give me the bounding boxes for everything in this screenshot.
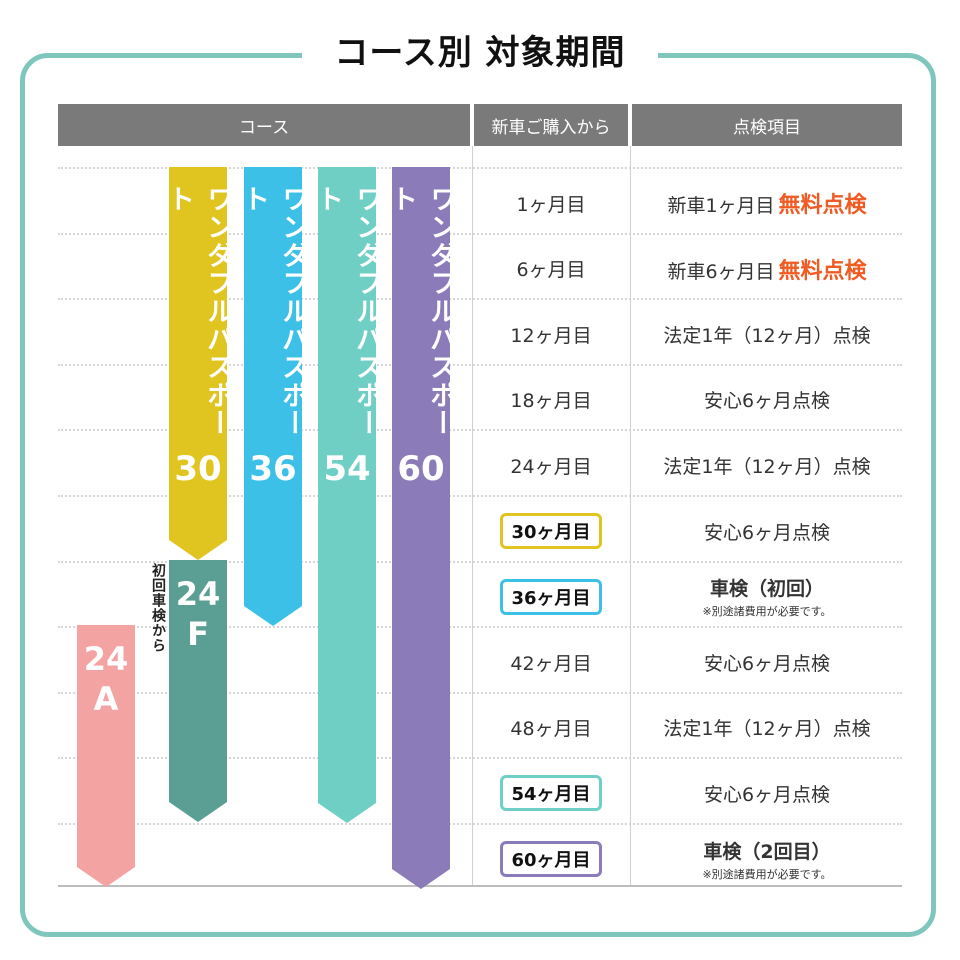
column-divider [472,146,473,886]
row-separator [58,298,902,301]
item-label: 新車1ヶ月目 [667,195,775,217]
month-cell: 12ヶ月目 [474,301,628,367]
month-label: 48ヶ月目 [510,718,592,741]
table-row: 30ヶ月目 安心6ヶ月点検 [474,498,902,564]
item-label: 安心6ヶ月点検 [703,652,831,675]
row-separator [58,823,902,825]
course-bar-30: ワンダフルパスポート 30 [163,167,233,560]
month-cell: 6ヶ月目 [474,236,628,302]
item-cell: 新車1ヶ月目 無料点検 [632,170,902,236]
row-separator [58,167,902,169]
header-from: 新車ご購入から [474,104,628,146]
item-note: ※別途諸費用が必要です。 [702,605,832,619]
row-separator [58,429,902,432]
table-row: 24ヶ月目 法定1年（12ヶ月）点検 [474,432,902,498]
month-cell: 36ヶ月目 [474,564,628,630]
item-cell: 新車6ヶ月目 無料点検 [632,236,902,302]
course-bar-60: ワンダフルパスポート 60 [386,167,456,889]
month-label: 6ヶ月目 [516,259,586,282]
month-label: 1ヶ月目 [516,193,586,216]
course-number: 60 [397,449,445,489]
item-label: 法定1年（12ヶ月）点検 [663,455,871,478]
item-label: 新車6ヶ月目 [667,260,775,283]
page-title: コース別 対象期間 [302,26,658,80]
table-row: 6ヶ月目 新車6ヶ月目 無料点検 [474,236,902,302]
row-separator [58,232,902,235]
header-item: 点検項目 [632,104,902,146]
item-cell: 安心6ヶ月点検 [632,629,902,695]
table-row: 36ヶ月目 車検（初回） ※別途諸費用が必要です。 [474,564,902,630]
item-note: ※別途諸費用が必要です。 [702,867,832,881]
month-cell: 24ヶ月目 [474,432,628,498]
item-label: 安心6ヶ月点検 [703,390,831,413]
item-cell: 法定1年（12ヶ月）点検 [632,301,902,367]
course-number: 30 [174,449,222,489]
item-cell: 車検（初回） ※別途諸費用が必要です。 [632,564,902,630]
course-bar-54: ワンダフルパスポート 54 [312,167,382,823]
course-bar-36: ワンダフルパスポート 36 [238,167,308,626]
item-cell: 安心6ヶ月点検 [632,367,902,433]
row-separator [58,626,902,629]
table-row: 54ヶ月目 安心6ヶ月点検 [474,760,902,826]
row-separator [58,363,902,366]
table-row: 1ヶ月目 新車1ヶ月目 無料点検 [474,170,902,236]
item-label: 安心6ヶ月点検 [703,521,831,544]
month-cell: 60ヶ月目 [474,826,628,892]
course-letter: F [187,615,209,653]
item-label: 法定1年（12ヶ月）点検 [663,324,871,347]
month-label: 18ヶ月目 [510,390,592,413]
item-cell: 法定1年（12ヶ月）点検 [632,432,902,498]
item-label: 安心6ヶ月点検 [703,783,831,806]
month-cell: 18ヶ月目 [474,367,628,433]
table-row: 42ヶ月目 安心6ヶ月点検 [474,629,902,695]
month-cell: 30ヶ月目 [474,498,628,564]
course-number: 24 [175,575,221,613]
month-cell: 48ヶ月目 [474,695,628,761]
table-row: 48ヶ月目 法定1年（12ヶ月）点検 [474,695,902,761]
free-inspection-label: 無料点検 [778,193,867,218]
table-row: 12ヶ月目 法定1年（12ヶ月）点検 [474,301,902,367]
column-divider [630,146,631,886]
free-inspection-label: 無料点検 [778,258,867,284]
header-course: コース [58,104,470,146]
item-cell: 安心6ヶ月点検 [632,760,902,826]
item-cell: 法定1年（12ヶ月）点検 [632,695,902,761]
month-label: 24ヶ月目 [510,455,592,478]
row-separator [58,495,902,497]
month-cell: 54ヶ月目 [474,760,628,826]
month-cell: 42ヶ月目 [474,629,628,695]
course-letter: A [93,680,119,718]
month-label: 30ヶ月目 [500,513,602,549]
side-note: 初回車検から [150,563,166,653]
course-bar-24f: 24 F [169,560,227,822]
table-row: 60ヶ月目 車検（2回目） ※別途諸費用が必要です。 [474,826,902,892]
item-label: 法定1年（12ヶ月）点検 [663,718,871,741]
table-row: 18ヶ月目 安心6ヶ月点検 [474,367,902,433]
course-name: ワンダフルパスポート [163,185,233,437]
month-label: 36ヶ月目 [500,578,602,615]
course-name: ワンダフルパスポート [238,185,308,437]
row-separator [58,691,902,694]
course-number: 36 [249,449,297,489]
course-number: 24 [83,640,129,678]
table-bottom-line [58,885,902,887]
course-name: ワンダフルパスポート [386,185,456,437]
month-cell: 1ヶ月目 [474,170,628,236]
month-label: 12ヶ月目 [510,324,592,347]
course-number: 54 [323,449,371,489]
item-cell: 安心6ヶ月点検 [632,498,902,564]
course-bar-24a: 24 A [77,625,135,887]
month-label: 54ヶ月目 [500,775,602,812]
row-separator [58,560,902,563]
item-cell: 車検（2回目） ※別途諸費用が必要です。 [632,826,902,892]
month-label: 42ヶ月目 [510,652,592,675]
item-label: 車検（初回） [709,578,824,601]
row-separator [58,757,902,760]
month-label: 60ヶ月目 [500,841,602,877]
course-name: ワンダフルパスポート [312,185,382,437]
item-label: 車検（2回目） [703,840,831,863]
